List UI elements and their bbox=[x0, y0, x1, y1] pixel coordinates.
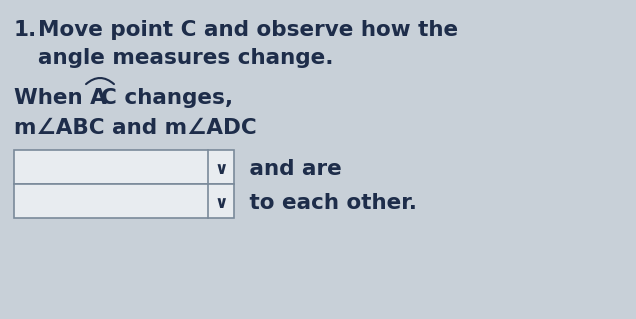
Text: C: C bbox=[101, 88, 117, 108]
Text: to each other.: to each other. bbox=[242, 193, 417, 213]
Text: m∠ABC and m∠ADC: m∠ABC and m∠ADC bbox=[14, 118, 257, 138]
Bar bbox=[14, 184, 234, 218]
Bar bbox=[14, 150, 234, 184]
Text: and are: and are bbox=[242, 159, 342, 179]
Text: ∨: ∨ bbox=[214, 160, 228, 178]
Text: changes,: changes, bbox=[117, 88, 233, 108]
Text: angle measures change.: angle measures change. bbox=[38, 48, 333, 68]
Text: ∨: ∨ bbox=[214, 194, 228, 212]
Text: Move point C and observe how the: Move point C and observe how the bbox=[38, 20, 458, 40]
Text: 1.: 1. bbox=[14, 20, 38, 40]
Text: When A: When A bbox=[14, 88, 107, 108]
